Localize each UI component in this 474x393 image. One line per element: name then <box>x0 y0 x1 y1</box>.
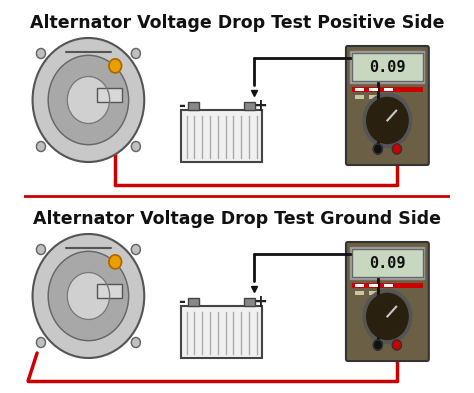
Circle shape <box>67 77 109 123</box>
FancyBboxPatch shape <box>346 46 429 165</box>
Bar <box>188 298 199 306</box>
Bar <box>350 247 424 279</box>
Bar <box>352 249 422 277</box>
Circle shape <box>367 97 408 143</box>
Circle shape <box>33 234 144 358</box>
Circle shape <box>67 272 109 320</box>
Circle shape <box>48 252 128 341</box>
Bar <box>352 87 422 92</box>
Text: 0.09: 0.09 <box>369 59 406 75</box>
Bar <box>355 291 364 295</box>
Circle shape <box>392 340 401 350</box>
Bar <box>350 51 424 83</box>
Circle shape <box>363 94 412 147</box>
Bar <box>352 53 422 81</box>
Circle shape <box>392 144 401 154</box>
Text: 0.09: 0.09 <box>369 255 406 270</box>
Circle shape <box>131 48 140 59</box>
Circle shape <box>33 38 144 162</box>
Circle shape <box>36 141 46 151</box>
Circle shape <box>131 338 140 347</box>
Circle shape <box>36 48 46 59</box>
Bar <box>369 291 378 295</box>
Bar <box>244 102 255 110</box>
Bar <box>244 298 255 306</box>
Text: +: + <box>254 293 267 311</box>
Circle shape <box>131 141 140 151</box>
Circle shape <box>36 338 46 347</box>
Bar <box>355 88 364 91</box>
Bar <box>369 88 378 91</box>
Bar <box>352 283 422 288</box>
Circle shape <box>374 340 383 350</box>
Text: Alternator Voltage Drop Test Positive Side: Alternator Voltage Drop Test Positive Si… <box>30 14 444 32</box>
Bar <box>188 102 199 110</box>
Circle shape <box>36 244 46 255</box>
Bar <box>384 88 393 91</box>
Text: Alternator Voltage Drop Test Ground Side: Alternator Voltage Drop Test Ground Side <box>33 210 441 228</box>
Bar <box>355 284 364 287</box>
Bar <box>181 110 262 162</box>
FancyBboxPatch shape <box>346 242 429 361</box>
Bar <box>181 306 262 358</box>
Circle shape <box>367 294 408 340</box>
Text: -: - <box>178 97 184 115</box>
Bar <box>97 284 122 298</box>
Circle shape <box>363 290 412 343</box>
Circle shape <box>374 144 383 154</box>
Text: +: + <box>254 97 267 115</box>
Circle shape <box>131 244 140 255</box>
Circle shape <box>48 55 128 145</box>
Text: -: - <box>178 293 184 311</box>
Bar <box>97 88 122 102</box>
Bar <box>369 95 378 99</box>
Bar <box>384 284 393 287</box>
Bar <box>355 95 364 99</box>
Circle shape <box>109 59 121 73</box>
Circle shape <box>109 255 121 269</box>
Bar <box>369 284 378 287</box>
